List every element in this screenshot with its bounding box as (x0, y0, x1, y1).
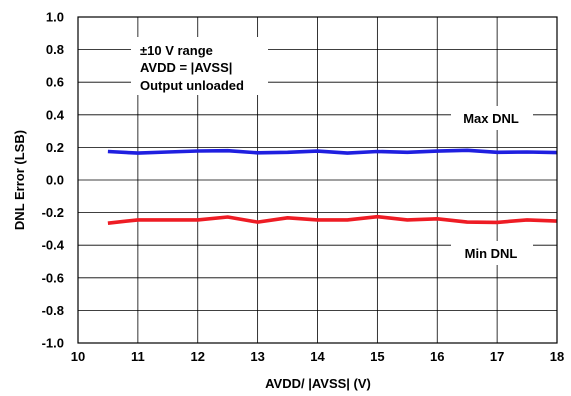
x-tick-label: 15 (370, 349, 384, 364)
series-lines (107, 148, 558, 225)
y-tick-label: 0.0 (46, 173, 64, 188)
max-dnl-label: Max DNL (463, 111, 519, 126)
plot-frame (77, 16, 558, 344)
x-tick-label: 12 (191, 349, 205, 364)
min-dnl-label: Min DNL (465, 246, 518, 261)
y-tick-label: -0.4 (42, 238, 65, 253)
conditions-line-3: Output unloaded (140, 78, 244, 93)
x-axis-title: AVDD/ |AVSS| (V) (265, 376, 371, 391)
x-tick-label: 18 (550, 349, 564, 364)
conditions-box-bg (131, 37, 268, 95)
y-tick-label: -0.8 (42, 303, 64, 318)
y-tick-label: 0.4 (46, 107, 65, 122)
y-tick-label: 0.2 (46, 140, 64, 155)
x-tick-labels: 10 11 12 13 14 15 16 17 18 (71, 349, 564, 364)
x-tick-label: 17 (490, 349, 504, 364)
x-tick-label: 14 (310, 349, 325, 364)
x-tick-label: 16 (430, 349, 444, 364)
y-tick-label: -0.6 (42, 270, 64, 285)
x-tick-label: 13 (250, 349, 264, 364)
y-tick-label: 0.6 (46, 75, 64, 90)
conditions-line-2: AVDD = |AVSS| (140, 60, 232, 75)
y-tick-label: -1.0 (42, 336, 64, 351)
y-tick-label: 0.8 (46, 42, 64, 57)
y-axis-title: DNL Error (LSB) (12, 130, 27, 230)
x-tick-label: 10 (71, 349, 85, 364)
min-label-bg (451, 241, 533, 265)
y-tick-label: 1.0 (46, 10, 64, 25)
max-label-bg (451, 106, 533, 130)
y-tick-label: -0.2 (42, 205, 64, 220)
series-line-min-dnl (107, 214, 558, 225)
y-tick-labels: 1.0 0.8 0.6 0.4 0.2 0.0 -0.2 -0.4 -0.6 -0.8 -1.0 (42, 10, 65, 351)
series-line-max-dnl (107, 148, 558, 155)
conditions-line-1: ±10 V range (140, 43, 213, 58)
x-tick-label: 11 (131, 349, 145, 364)
